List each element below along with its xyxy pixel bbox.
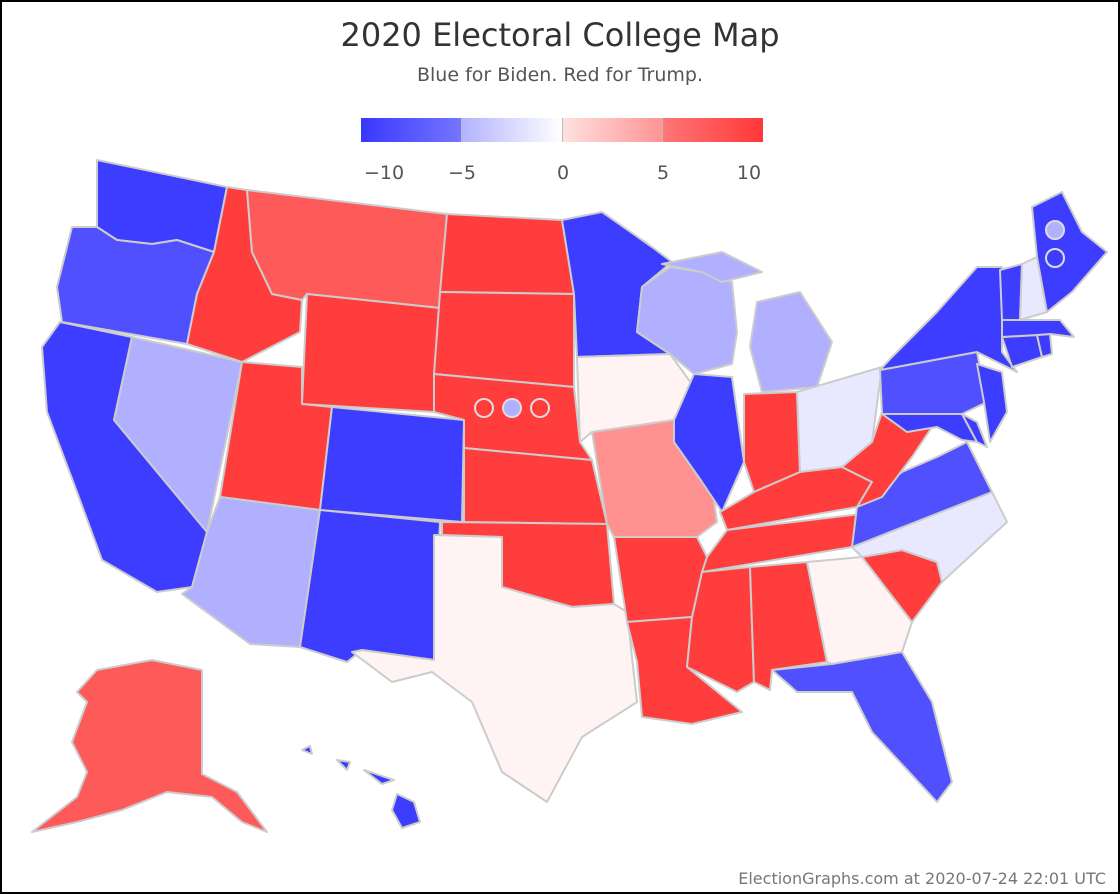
legend-tick [662, 118, 663, 142]
state-tx [351, 534, 638, 803]
state-wv [841, 411, 933, 508]
legend-label: 10 [736, 162, 762, 184]
legend-tick [562, 118, 563, 142]
state-nj [976, 363, 1008, 443]
state-de [961, 413, 988, 448]
state-ny [879, 266, 1018, 373]
footer-credit: ElectionGraphs.com at 2020-07-24 22:01 U… [738, 869, 1106, 888]
district-marker-ne-cd2 [502, 398, 522, 418]
legend-label: 0 [556, 162, 570, 184]
district-marker-ne-cd1 [474, 398, 494, 418]
state-ak [31, 659, 268, 833]
state-nd [439, 213, 575, 295]
map-subtitle: Blue for Biden. Red for Trump. [416, 64, 703, 86]
district-marker-ne-cd3 [530, 398, 550, 418]
legend-label: 5 [656, 162, 670, 184]
state-ks [463, 447, 608, 525]
legend-tick [461, 118, 462, 142]
state-hi [301, 745, 421, 829]
state-ma [1001, 319, 1075, 338]
state-co [319, 406, 465, 523]
state-tn [701, 511, 878, 573]
state-nc [851, 491, 1008, 583]
state-va [851, 441, 993, 548]
legend-label: −10 [363, 162, 405, 184]
state-sd [433, 291, 575, 388]
state-mt [246, 189, 448, 309]
district-marker-me-cd1 [1045, 220, 1065, 240]
district-marker-me-cd2 [1045, 248, 1065, 268]
state-nm [299, 509, 441, 663]
state-nv [113, 336, 243, 533]
state-fl [771, 651, 953, 803]
legend-label: −5 [447, 162, 477, 184]
state-me [1031, 191, 1108, 313]
state-wy [301, 293, 441, 413]
map-title: 2020 Electoral College Map [340, 16, 780, 54]
state-wa [96, 159, 228, 253]
state-vt [999, 263, 1023, 321]
state-il [673, 373, 745, 513]
